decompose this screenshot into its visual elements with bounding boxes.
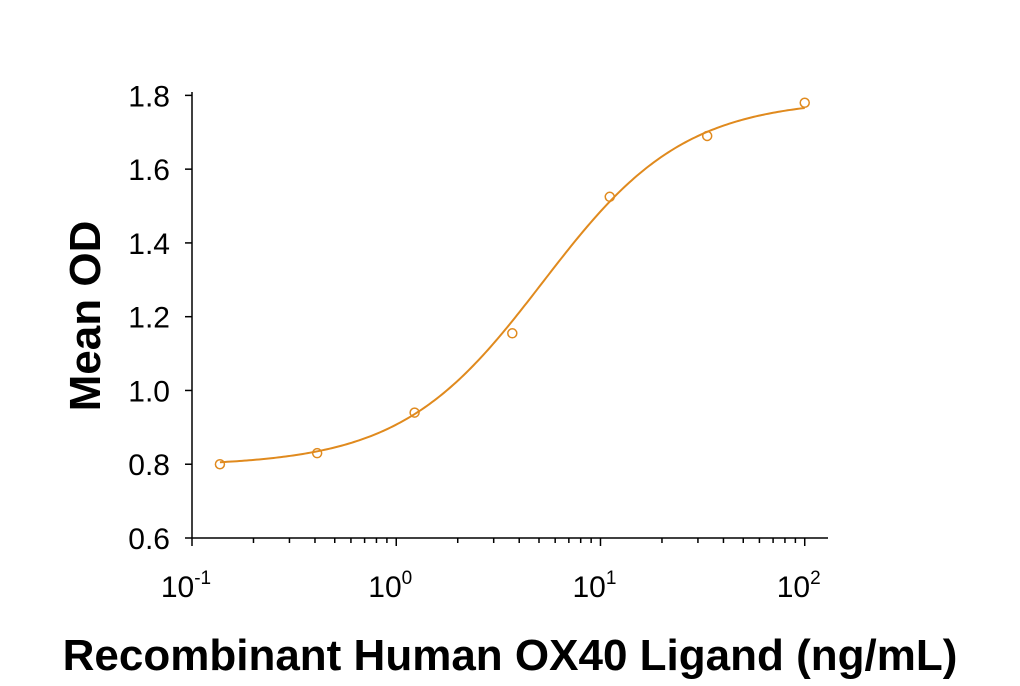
y-tick-label: 1.8 (128, 80, 170, 113)
x-tick-label: 10-1 (161, 568, 211, 604)
series (214, 97, 810, 470)
fit-curve (219, 106, 805, 464)
data-point (604, 191, 615, 203)
data-point (799, 97, 810, 109)
axes (191, 92, 828, 539)
y-tick-label: 0.8 (128, 449, 170, 482)
data-point (701, 130, 713, 142)
x-axis-title: Recombinant Human OX40 Ligand (ng/mL) (63, 631, 958, 680)
data-point (507, 328, 518, 339)
y-tick-label: 1.2 (128, 302, 170, 335)
data-point (214, 458, 226, 470)
data-point (409, 407, 420, 418)
y-tick-label: 1.4 (128, 228, 170, 261)
data-point (311, 447, 323, 459)
y-tick-label: 1.0 (128, 375, 170, 408)
x-tick-label: 102 (777, 568, 821, 604)
x-tick-label: 100 (368, 568, 412, 604)
y-tick-label: 1.6 (128, 154, 170, 187)
y-tick-label: 0.6 (128, 523, 170, 556)
ticks: 0.6 0.8 1.0 1.2 1.4 1.6 1.8 10-1 100 101 102 (128, 80, 820, 604)
y-axis-title: Mean OD (61, 221, 110, 412)
x-tick-label: 101 (573, 568, 617, 604)
